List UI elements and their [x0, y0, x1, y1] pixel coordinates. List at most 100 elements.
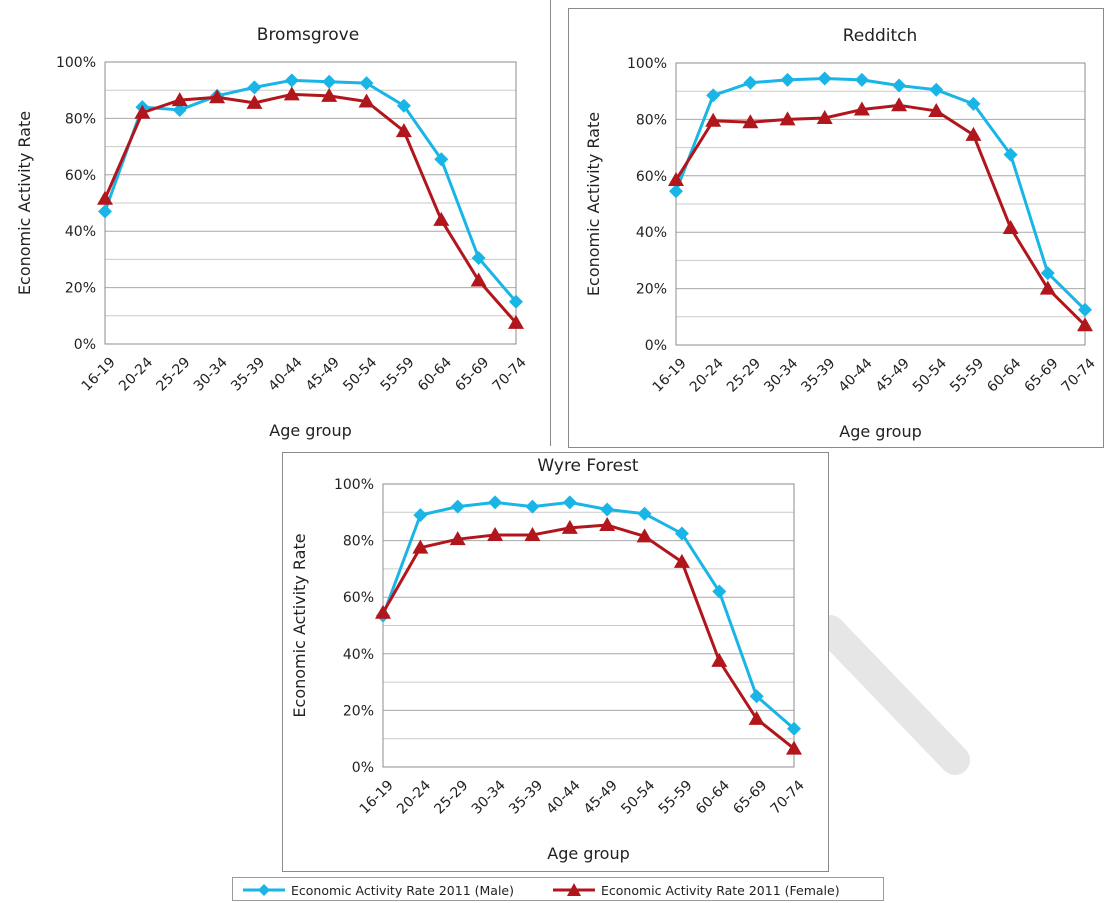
x-tick-label: 45-49: [581, 777, 621, 817]
y-tick-label: 80%: [65, 111, 96, 127]
y-tick-label: 80%: [343, 534, 374, 550]
data-point-male: [674, 526, 689, 541]
data-point-male: [966, 96, 981, 111]
series-line-female: [674, 103, 1087, 327]
series-line-male: [674, 77, 1087, 311]
data-point-female: [891, 97, 908, 112]
data-point-male: [471, 250, 486, 265]
series-line-male: [103, 78, 518, 303]
data-point-female: [853, 101, 870, 116]
x-tick-label: 20-24: [687, 355, 727, 395]
chart-panel-wyre-forest: Wyre Forest 0% 20% 40% 60% 80% 100% 16-19 20-24 2…: [282, 452, 829, 872]
data-point-male: [637, 506, 652, 521]
series-line-female: [103, 92, 518, 324]
data-point-female: [470, 272, 487, 287]
data-point-male: [413, 508, 428, 523]
data-point-female: [487, 526, 504, 541]
x-tick-label: 45-49: [873, 355, 913, 395]
data-point-male: [434, 152, 449, 167]
line-chart-wyre-forest: Wyre Forest 0% 20% 40% 60% 80% 100% 16-1920-242…: [290, 456, 808, 863]
x-tick-label: 30-34: [469, 777, 509, 817]
x-tick-label: 45-49: [303, 354, 343, 394]
x-tick-label: 20-24: [116, 354, 156, 394]
chart-legend: Economic Activity Rate 2011 (Male) Econo…: [232, 877, 884, 901]
y-tick-label: 40%: [343, 647, 374, 663]
data-point-female: [705, 112, 722, 127]
data-point-male: [525, 499, 540, 514]
x-tick-label: 60-64: [693, 777, 733, 817]
data-point-male: [450, 499, 465, 514]
y-tick-label: 20%: [65, 281, 96, 297]
x-tick-label: 35-39: [228, 354, 268, 394]
data-point-male: [817, 71, 832, 86]
x-tick-label: 55-59: [378, 354, 418, 394]
y-tick-label: 80%: [636, 112, 667, 128]
x-tick-label: 35-39: [798, 355, 838, 395]
data-point-male: [854, 72, 869, 87]
y-tick-label: 0%: [74, 337, 96, 353]
data-point-female: [668, 172, 684, 187]
x-axis-title: Age group: [839, 422, 922, 441]
data-point-female: [395, 123, 412, 138]
y-axis-title: Economic Activity Rate: [584, 112, 603, 296]
x-tick-label: 50-54: [618, 777, 658, 817]
x-tick-label: 65-69: [730, 777, 770, 817]
legend-item-female: Economic Activity Rate 2011 (Female): [551, 880, 840, 900]
data-point-female: [711, 652, 728, 667]
data-point-female: [375, 604, 391, 619]
x-axis-title: Age group: [269, 421, 352, 440]
data-point-female: [816, 109, 833, 124]
data-point-male: [509, 294, 523, 309]
x-tick-label: 50-54: [340, 354, 380, 394]
data-point-female: [965, 126, 982, 141]
y-tick-label: 40%: [636, 225, 667, 241]
data-point-male: [743, 75, 758, 90]
series-line-male: [381, 500, 795, 730]
x-tick-label: 16-19: [357, 777, 397, 817]
data-point-male: [669, 184, 683, 199]
x-tick-label: 70-74: [768, 777, 808, 817]
legend-label-female: Economic Activity Rate 2011 (Female): [601, 882, 840, 898]
chart-title: Wyre Forest: [537, 456, 639, 476]
data-point-female: [134, 104, 151, 119]
y-tick-label: 20%: [343, 703, 374, 719]
y-tick-label: 20%: [636, 282, 667, 298]
data-point-female: [433, 211, 450, 226]
y-tick-label: 40%: [65, 224, 96, 240]
x-tick-label: 65-69: [1021, 355, 1061, 395]
legend-swatch-male: [243, 884, 285, 896]
data-point-male: [1003, 147, 1018, 162]
data-point-male: [396, 98, 411, 113]
x-tick-label: 55-59: [656, 777, 696, 817]
legend-label-male: Economic Activity Rate 2011 (Male): [291, 882, 514, 898]
data-point-male: [488, 495, 503, 510]
data-point-female: [599, 517, 616, 532]
series-line-female: [381, 523, 795, 750]
x-axis-title: Age group: [547, 844, 630, 863]
data-point-female: [283, 86, 300, 101]
data-point-male: [1040, 266, 1055, 281]
data-point-female: [928, 102, 945, 117]
x-tick-label: 30-34: [761, 355, 801, 395]
data-point-female: [742, 114, 759, 129]
data-point-female: [1077, 317, 1093, 332]
data-point-female: [748, 710, 765, 725]
data-point-male: [929, 82, 944, 97]
x-tick-label: 20-24: [394, 777, 434, 817]
y-tick-label: 100%: [334, 477, 374, 493]
data-point-female: [561, 519, 578, 534]
data-point-male: [98, 204, 112, 219]
data-point-male: [780, 72, 795, 87]
y-tick-label: 100%: [56, 55, 96, 71]
data-point-female: [171, 92, 188, 107]
data-point-female: [358, 93, 375, 108]
line-chart-redditch: Redditch 0% 20% 40% 60% 80% 100% 16-1920-2425-2…: [584, 26, 1099, 441]
data-point-male: [284, 73, 299, 88]
data-point-female: [209, 89, 226, 104]
data-point-male: [172, 102, 187, 117]
y-tick-label: 60%: [343, 590, 374, 606]
y-axis-title: Economic Activity Rate: [15, 111, 34, 295]
chart-panel-bromsgrove: Bromsgrove 0% 20% 40% 60% 80% 100% 16-19 20-24 25…: [0, 0, 551, 446]
data-point-male: [322, 74, 337, 89]
x-tick-label: 25-29: [431, 777, 471, 817]
